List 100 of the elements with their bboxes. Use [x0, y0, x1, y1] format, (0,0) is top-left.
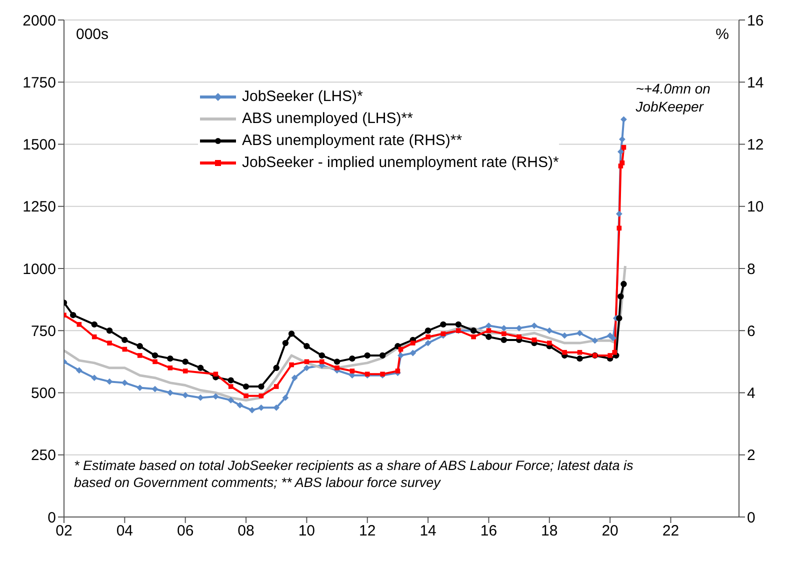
point	[182, 392, 189, 398]
point	[610, 334, 616, 342]
point	[612, 350, 618, 355]
point	[289, 362, 294, 368]
point	[616, 210, 622, 218]
point	[546, 327, 553, 334]
point	[616, 315, 622, 322]
x-tick-label: 16	[480, 522, 498, 540]
legend-label: JobSeeker - implied unemployment rate (RHS)*	[242, 153, 559, 173]
point	[334, 358, 340, 365]
point	[303, 364, 310, 372]
x-tick-label: 10	[298, 522, 316, 540]
point	[282, 394, 289, 401]
point	[167, 355, 174, 362]
y-tick-label: 1500	[22, 136, 56, 154]
point	[501, 331, 506, 336]
y-tick-label: 2000	[22, 12, 56, 30]
point	[318, 352, 325, 359]
point	[576, 355, 583, 362]
point	[242, 383, 250, 390]
point	[561, 332, 568, 339]
point	[486, 328, 492, 334]
point	[137, 353, 142, 358]
point	[426, 334, 430, 340]
legend-label: ABS unemployed (LHS)**	[242, 109, 413, 129]
point	[440, 321, 446, 328]
y-tick-label: 500	[30, 385, 56, 402]
point	[274, 384, 279, 389]
point	[212, 393, 219, 400]
y2-tick-label: 2	[747, 447, 756, 464]
point	[182, 368, 188, 374]
point	[364, 352, 370, 359]
point	[228, 384, 234, 389]
x-tick-label: 18	[541, 522, 558, 540]
x-tick-label: 06	[177, 522, 194, 540]
point	[304, 343, 310, 350]
point	[273, 364, 280, 371]
point	[197, 364, 204, 371]
point	[258, 383, 264, 390]
point	[379, 352, 386, 359]
y2-tick-label: 4	[747, 385, 756, 402]
point	[562, 350, 567, 355]
x-tick-label: 12	[359, 522, 376, 540]
y2-tick-label: 0	[747, 509, 756, 526]
point	[258, 404, 264, 411]
y2-tick-label: 10	[747, 198, 764, 216]
point	[617, 148, 624, 155]
y2-tick-label: 12	[747, 136, 764, 154]
point	[182, 358, 188, 365]
point	[273, 404, 280, 411]
point	[546, 340, 552, 346]
point	[486, 322, 492, 329]
point	[516, 324, 522, 332]
point	[621, 144, 626, 150]
y2-tick-label: 16	[747, 12, 764, 30]
point	[258, 393, 264, 398]
point	[500, 324, 508, 332]
point	[424, 328, 432, 334]
point	[236, 402, 244, 408]
point	[616, 226, 622, 231]
point	[244, 393, 248, 398]
point	[248, 406, 256, 414]
point	[410, 350, 416, 356]
x-tick-label: 20	[602, 522, 618, 540]
legend-label: ABS unemployment rate (RHS)**	[242, 131, 462, 151]
point	[121, 380, 128, 386]
x-tick-label: 04	[116, 522, 134, 540]
x-tick-label: 02	[56, 522, 72, 540]
point	[228, 397, 234, 404]
y-tick-label: 250	[30, 447, 56, 464]
point	[395, 368, 400, 374]
point	[291, 374, 298, 382]
point	[282, 340, 289, 346]
point	[76, 367, 82, 374]
point	[213, 372, 218, 377]
point	[350, 368, 355, 374]
point	[608, 353, 612, 358]
point	[91, 374, 98, 382]
annotation: * Estimate based on total JobSeeker recipients as a share of ABS Labour Force; latest data is based on Government comments; ** ABS labour force survey	[74, 457, 634, 491]
point	[70, 312, 76, 318]
point	[532, 338, 537, 342]
legend-label: JobSeeker (LHS)*	[242, 87, 363, 107]
x-tick-label: 08	[238, 522, 254, 540]
point	[106, 378, 113, 385]
point	[410, 340, 416, 346]
point	[152, 386, 158, 392]
point	[516, 334, 522, 340]
point	[620, 116, 627, 123]
point	[168, 366, 173, 370]
point	[424, 340, 432, 346]
point	[618, 293, 624, 300]
point	[228, 377, 234, 384]
point	[455, 321, 462, 328]
x-tick-label: 14	[420, 522, 436, 540]
point	[620, 280, 627, 288]
point	[577, 350, 582, 355]
point	[619, 136, 626, 142]
y2-axis-title: %	[716, 26, 729, 43]
point	[620, 160, 625, 166]
point	[592, 337, 598, 344]
